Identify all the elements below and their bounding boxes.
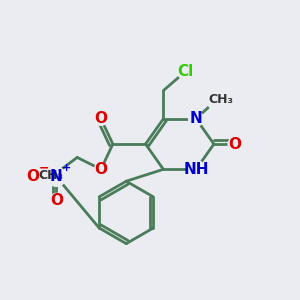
Circle shape: [206, 89, 227, 110]
Circle shape: [187, 160, 205, 178]
Text: O: O: [26, 169, 39, 184]
Text: NH: NH: [183, 162, 209, 177]
Text: N: N: [190, 111, 202, 126]
Text: +: +: [62, 163, 72, 173]
Text: Cl: Cl: [178, 64, 194, 79]
Circle shape: [228, 137, 241, 151]
Circle shape: [44, 166, 63, 185]
Circle shape: [189, 111, 203, 126]
Circle shape: [177, 63, 194, 80]
Text: N: N: [50, 169, 63, 184]
Circle shape: [94, 163, 107, 176]
Circle shape: [26, 170, 39, 183]
Circle shape: [47, 167, 66, 186]
Text: O: O: [50, 193, 63, 208]
Text: CH₃: CH₃: [38, 169, 63, 182]
Text: −: −: [39, 161, 50, 174]
Circle shape: [47, 168, 65, 186]
Text: O: O: [228, 136, 241, 152]
Circle shape: [94, 112, 107, 125]
Text: CH₃: CH₃: [208, 93, 233, 106]
Circle shape: [50, 194, 63, 207]
Circle shape: [49, 194, 64, 208]
Circle shape: [24, 168, 41, 186]
Text: O: O: [94, 111, 107, 126]
Text: O: O: [94, 162, 107, 177]
